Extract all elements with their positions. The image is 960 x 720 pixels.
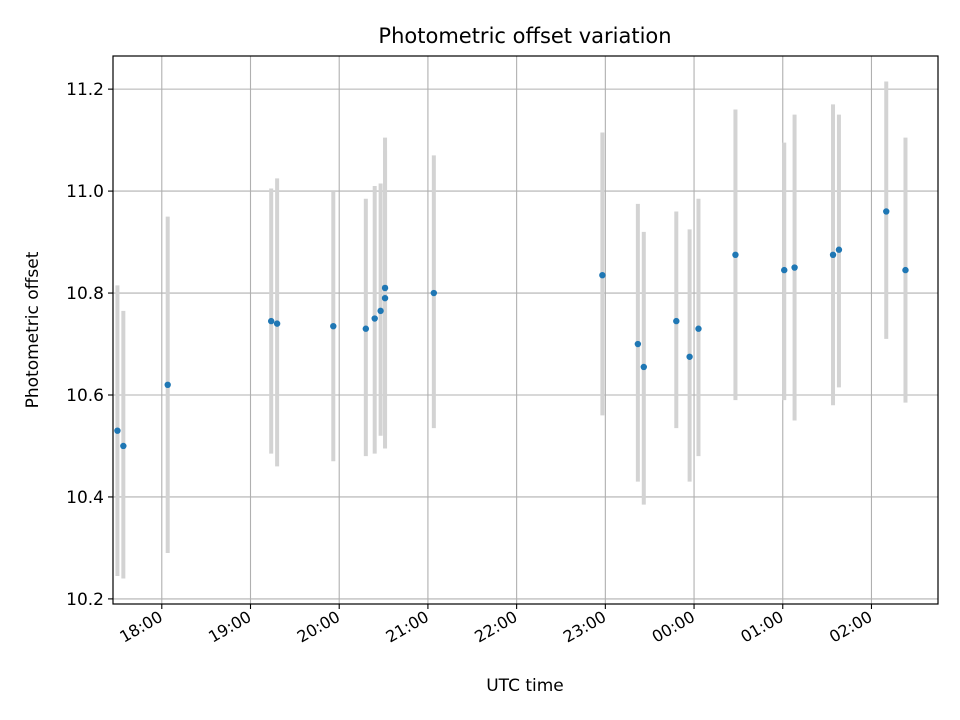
data-point: [430, 289, 438, 297]
data-point: [371, 315, 378, 322]
data-point: [330, 322, 337, 330]
data-point: [732, 251, 739, 259]
y-tick-label: 10.8: [66, 284, 104, 304]
y-tick-label: 10.2: [66, 590, 104, 610]
data-point: [686, 353, 693, 360]
data-point: [381, 294, 389, 302]
data-point: [377, 307, 384, 315]
data-point: [634, 340, 642, 348]
data-point: [114, 427, 121, 434]
data-point: [695, 325, 702, 332]
data-point: [791, 264, 798, 271]
data-point: [829, 251, 837, 259]
data-point: [640, 363, 647, 371]
data-point: [362, 325, 370, 332]
x-axis-label: UTC time: [486, 676, 564, 696]
data-point: [273, 320, 281, 327]
data-points: [114, 208, 909, 450]
data-point: [673, 317, 680, 325]
y-tick-label: 11.2: [66, 80, 104, 100]
data-point: [381, 284, 389, 292]
grid: [113, 56, 938, 604]
data-point: [835, 246, 843, 253]
data-point: [599, 272, 606, 279]
plot-frame: [112, 55, 939, 605]
y-tick-label: 11.0: [66, 182, 104, 202]
chart-title: Photometric offset variation: [378, 24, 671, 48]
data-point: [781, 266, 788, 274]
y-axis-ticks: 10.2 10.4 10.6 10.8 11.0 11.2: [66, 80, 113, 610]
y-tick-label: 10.6: [66, 386, 104, 406]
data-point: [902, 266, 909, 274]
y-tick-label: 10.4: [66, 488, 104, 508]
data-point: [164, 381, 171, 388]
data-point: [883, 208, 890, 215]
data-point: [267, 317, 275, 325]
data-point: [120, 442, 127, 450]
y-axis-label: Photometric offset: [23, 251, 43, 408]
